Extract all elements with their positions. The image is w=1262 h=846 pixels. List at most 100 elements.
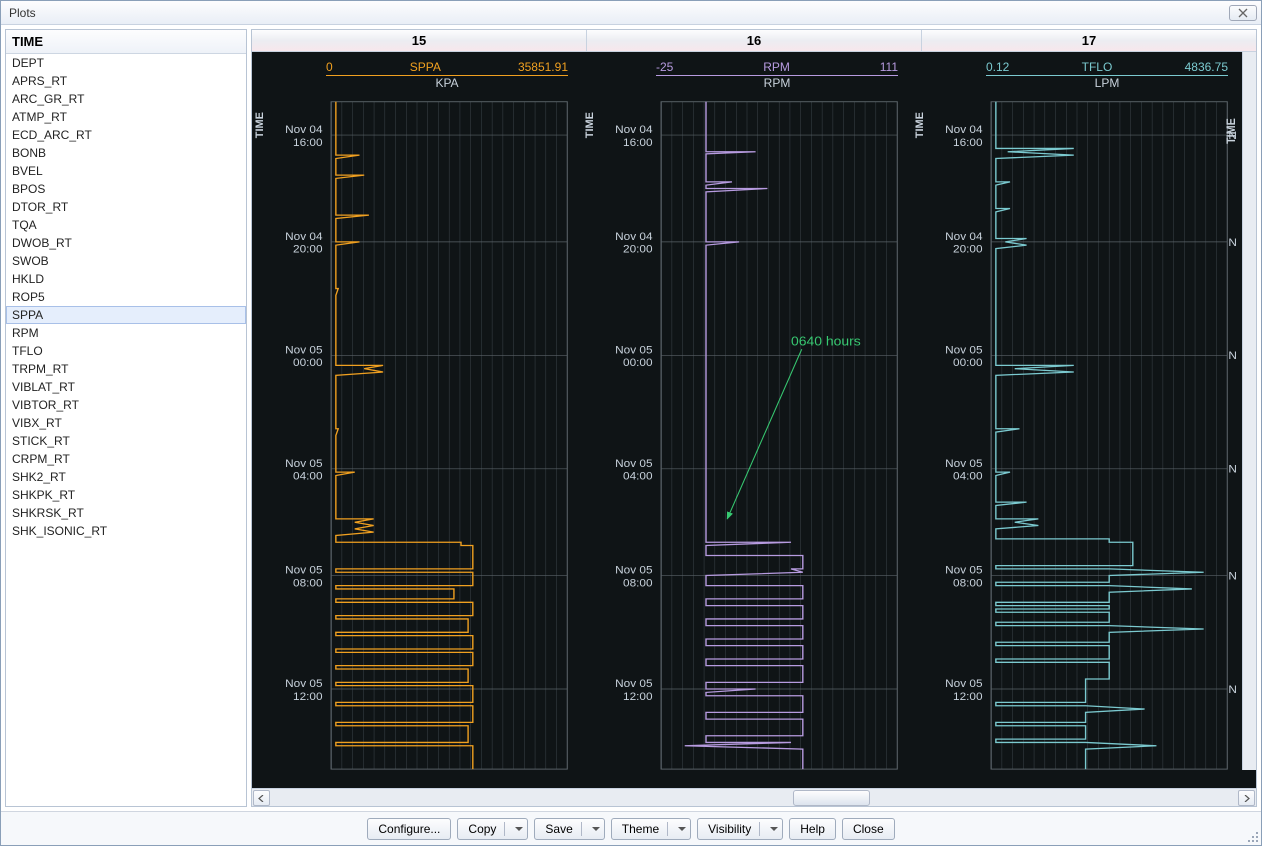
chevron-left-icon xyxy=(258,795,265,802)
svg-text:Nov 05: Nov 05 xyxy=(615,565,652,576)
caret-down-icon xyxy=(770,827,778,831)
sidebar-item-viblat_rt[interactable]: VIBLAT_RT xyxy=(6,378,246,396)
plots-window: Plots TIME DEPTAPRS_RTARC_GR_RTATMP_RTEC… xyxy=(0,0,1262,846)
sidebar-item-bonb[interactable]: BONB xyxy=(6,144,246,162)
sidebar-item-atmp_rt[interactable]: ATMP_RT xyxy=(6,108,246,126)
svg-text:16:00: 16:00 xyxy=(293,137,323,148)
chart-svg: Nov 0416:00Nov 0420:00Nov 0500:00Nov 050… xyxy=(586,90,908,774)
visibility-button[interactable]: Visibility xyxy=(697,818,783,840)
svg-text:Nov 05: Nov 05 xyxy=(945,345,982,356)
column-header[interactable]: 17 xyxy=(921,30,1256,52)
time-axis-label: TIME xyxy=(914,112,926,138)
svg-text:Nov 05: Nov 05 xyxy=(615,458,652,469)
sidebar-item-bpos[interactable]: BPOS xyxy=(6,180,246,198)
sidebar-item-shk_isonic_rt[interactable]: SHK_ISONIC_RT xyxy=(6,522,246,540)
svg-text:08:00: 08:00 xyxy=(953,578,983,589)
copy-button[interactable]: Copy xyxy=(457,818,528,840)
svg-text:Nov 05: Nov 05 xyxy=(945,565,982,576)
sidebar-item-stick_rt[interactable]: STICK_RT xyxy=(6,432,246,450)
sidebar-item-rpm[interactable]: RPM xyxy=(6,324,246,342)
configure-button[interactable]: Configure... xyxy=(367,818,451,840)
sidebar-item-bvel[interactable]: BVEL xyxy=(6,162,246,180)
footer: Configure... Copy Save Theme Visibility … xyxy=(1,811,1261,845)
sidebar-item-dept[interactable]: DEPT xyxy=(6,54,246,72)
sidebar-header: TIME xyxy=(6,30,246,54)
svg-text:Nov 05: Nov 05 xyxy=(615,345,652,356)
sidebar-item-shkrsk_rt[interactable]: SHKRSK_RT xyxy=(6,504,246,522)
sidebar-item-tqa[interactable]: TQA xyxy=(6,216,246,234)
svg-text:16:00: 16:00 xyxy=(623,137,653,148)
svg-text:Nov 05: Nov 05 xyxy=(615,679,652,690)
svg-text:N: N xyxy=(1228,684,1237,695)
sidebar-item-swob[interactable]: SWOB xyxy=(6,252,246,270)
help-button[interactable]: Help xyxy=(789,818,836,840)
save-button[interactable]: Save xyxy=(534,818,604,840)
sidebar-item-vibx_rt[interactable]: VIBX_RT xyxy=(6,414,246,432)
sidebar-item-dtor_rt[interactable]: DTOR_RT xyxy=(6,198,246,216)
window-close-button[interactable] xyxy=(1229,5,1257,21)
svg-text:Nov 05: Nov 05 xyxy=(945,458,982,469)
sidebar-item-shkpk_rt[interactable]: SHKPK_RT xyxy=(6,486,246,504)
track-sppa: 0SPPA35851.91KPATIMENov 0416:00Nov 0420:… xyxy=(252,52,582,788)
chart-svg: Nov 0416:00Nov 0420:00Nov 0500:00Nov 050… xyxy=(916,90,1238,774)
column-header[interactable]: 15 xyxy=(252,30,586,52)
svg-text:Nov 04: Nov 04 xyxy=(945,231,982,242)
svg-text:00:00: 00:00 xyxy=(623,358,653,369)
svg-text:12:00: 12:00 xyxy=(623,691,653,702)
column-headers: 151617 xyxy=(252,30,1256,52)
svg-text:12:00: 12:00 xyxy=(953,691,983,702)
svg-text:20:00: 20:00 xyxy=(293,244,323,255)
track-tflo: 0.12TFLO4836.75LPMTIMENov 0416:00Nov 042… xyxy=(912,52,1242,788)
svg-text:12:00: 12:00 xyxy=(293,691,323,702)
svg-text:N: N xyxy=(1228,464,1237,475)
svg-text:Nov 05: Nov 05 xyxy=(285,565,322,576)
svg-text:Nov 05: Nov 05 xyxy=(285,458,322,469)
hscroll-right-arrow[interactable] xyxy=(1238,790,1255,806)
sidebar-item-dwob_rt[interactable]: DWOB_RT xyxy=(6,234,246,252)
caret-down-icon xyxy=(592,827,600,831)
sidebar-item-ecd_arc_rt[interactable]: ECD_ARC_RT xyxy=(6,126,246,144)
svg-text:20:00: 20:00 xyxy=(623,244,653,255)
time-axis-label: TIME xyxy=(584,112,596,138)
sidebar-item-hkld[interactable]: HKLD xyxy=(6,270,246,288)
plot-row: 0SPPA35851.91KPA TIME Nov 04 16:00 Nov 04 20:… xyxy=(252,52,1242,788)
svg-text:04:00: 04:00 xyxy=(953,471,983,482)
svg-text:Nov 04: Nov 04 xyxy=(285,231,322,242)
sidebar-item-vibtor_rt[interactable]: VIBTOR_RT xyxy=(6,396,246,414)
track-rpm: -25RPM111RPMTIMENov 0416:00Nov 0420:00No… xyxy=(582,52,912,788)
sidebar-item-tflo[interactable]: TFLO xyxy=(6,342,246,360)
close-button[interactable]: Close xyxy=(842,818,895,840)
track-header: 0.12TFLO4836.75LPM xyxy=(986,60,1228,90)
svg-text:N: N xyxy=(1228,237,1237,248)
chart-svg: Nov 0416:00Nov 0420:00Nov 0500:00Nov 050… xyxy=(256,90,578,774)
sidebar-item-trpm_rt[interactable]: TRPM_RT xyxy=(6,360,246,378)
caret-down-icon xyxy=(515,827,523,831)
track-header: -25RPM111RPM xyxy=(656,60,898,90)
hscrollbar[interactable] xyxy=(252,788,1256,806)
resize-grip[interactable] xyxy=(1246,830,1258,842)
sidebar-item-rop5[interactable]: ROP5 xyxy=(6,288,246,306)
vscroll-placeholder[interactable] xyxy=(1242,52,1256,770)
hscroll-thumb[interactable] xyxy=(793,790,870,806)
titlebar: Plots xyxy=(1,1,1261,25)
hscroll-left-arrow[interactable] xyxy=(253,790,270,806)
theme-button[interactable]: Theme xyxy=(611,818,691,840)
svg-text:16:00: 16:00 xyxy=(953,137,983,148)
sidebar-list[interactable]: DEPTAPRS_RTARC_GR_RTATMP_RTECD_ARC_RTBON… xyxy=(6,54,246,806)
time-axis-label: TIME xyxy=(254,112,266,138)
column-header[interactable]: 16 xyxy=(586,30,921,52)
sidebar-item-arc_gr_rt[interactable]: ARC_GR_RT xyxy=(6,90,246,108)
svg-text:08:00: 08:00 xyxy=(623,578,653,589)
plot-viewport[interactable]: 0SPPA35851.91KPA TIME Nov 04 16:00 Nov 04 20:… xyxy=(252,52,1256,788)
svg-text:04:00: 04:00 xyxy=(293,471,323,482)
sidebar-item-shk2_rt[interactable]: SHK2_RT xyxy=(6,468,246,486)
sidebar-item-sppa[interactable]: SPPA xyxy=(6,306,246,324)
svg-text:Nov 05: Nov 05 xyxy=(945,679,982,690)
track-header: 0SPPA35851.91KPA xyxy=(326,60,568,90)
svg-text:TIME: TIME xyxy=(1225,118,1238,144)
window-title: Plots xyxy=(5,6,1229,20)
sidebar: TIME DEPTAPRS_RTARC_GR_RTATMP_RTECD_ARC_… xyxy=(5,29,247,807)
sidebar-item-crpm_rt[interactable]: CRPM_RT xyxy=(6,450,246,468)
svg-text:N: N xyxy=(1228,571,1237,582)
sidebar-item-aprs_rt[interactable]: APRS_RT xyxy=(6,72,246,90)
